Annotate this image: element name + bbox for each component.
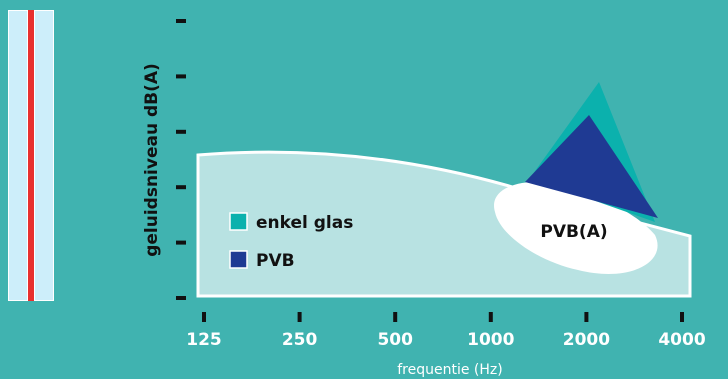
pvb-a-region: [494, 181, 658, 274]
y-axis-label: geluidsniveau dB(A): [142, 63, 162, 257]
x-tick-1000: [488, 312, 493, 322]
legend-item-pvb: PVB: [229, 250, 295, 271]
legend: enkel glas PVB: [229, 212, 353, 271]
y-tick-3: [176, 185, 186, 190]
x-tick-label-2000: 2000: [563, 330, 610, 350]
y-tick-4: [176, 240, 186, 245]
legend-label-enkel-glas: enkel glas: [256, 213, 353, 233]
x-tick-label-250: 250: [282, 330, 318, 350]
y-tick-1: [176, 74, 186, 79]
pvb-interlayer: [28, 10, 34, 301]
y-axis: [176, 19, 186, 300]
peak-pvb: [525, 115, 658, 218]
y-tick-0: [176, 19, 186, 23]
legend-item-enkel-glas: enkel glas: [229, 212, 353, 233]
x-tick-label-4000: 4000: [658, 330, 705, 350]
x-tick-250: [297, 312, 302, 322]
legend-label-pvb: PVB: [256, 251, 295, 271]
x-tick-label-500: 500: [377, 330, 413, 350]
glass-pane-left: [8, 10, 28, 301]
x-tick-4000: [680, 312, 684, 322]
x-axis-label: frequentie (Hz): [397, 362, 502, 378]
x-tick-125: [202, 312, 206, 322]
y-tick-5: [176, 296, 186, 300]
glass-pane-right: [34, 10, 54, 301]
x-tick-label-1000: 1000: [467, 330, 514, 350]
legend-swatch-enkel-glas: [229, 212, 248, 231]
region-label: PVB(A): [540, 222, 607, 242]
y-tick-2: [176, 129, 186, 134]
x-tick-500: [393, 312, 398, 322]
legend-swatch-pvb: [229, 250, 248, 269]
x-axis: 125 250 500 1000 2000 4000: [186, 312, 706, 350]
x-tick-2000: [584, 312, 589, 322]
laminated-glass-icon: [8, 10, 54, 301]
x-tick-label-125: 125: [186, 330, 222, 350]
